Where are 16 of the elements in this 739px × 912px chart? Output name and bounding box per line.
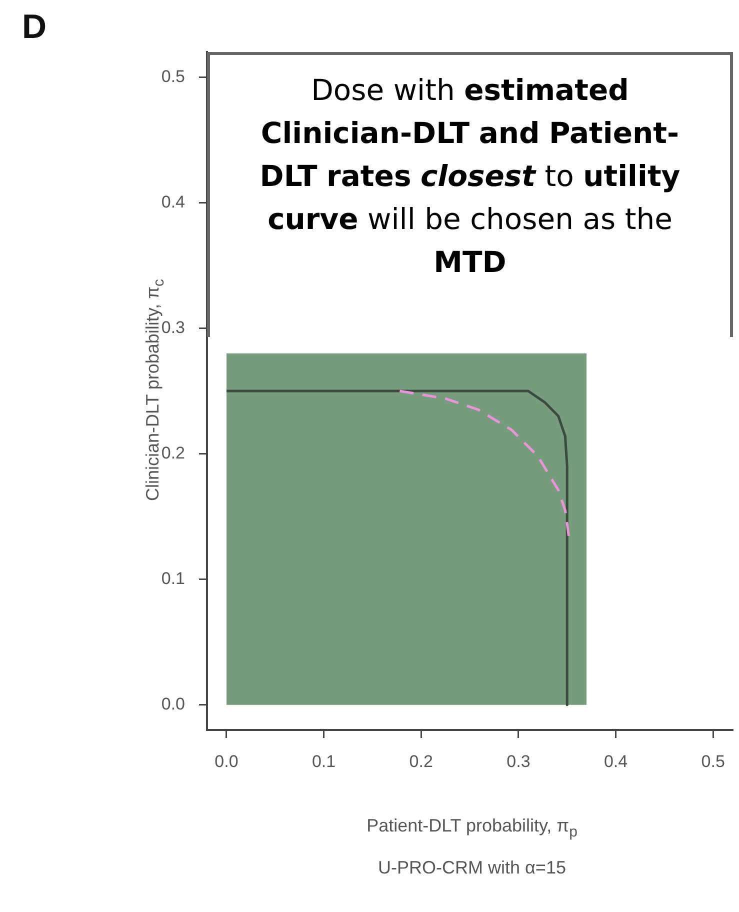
y-tick-label: 0.2 xyxy=(161,443,185,462)
x-tick-label: 0.5 xyxy=(701,752,725,771)
text-box: Dose with estimated Clinician-DLT and Patient-DLT rates closest to utility curve will be chosen as the MTD xyxy=(207,52,733,337)
x-axis-title: Patient-DLT probability, π$_{p}$ xyxy=(366,816,578,840)
y-tick-label: 0.4 xyxy=(161,192,185,212)
y-tick-label: 0.3 xyxy=(161,318,185,337)
y-tick-label: 0.1 xyxy=(161,569,185,588)
x-tick-label: 0.3 xyxy=(506,752,530,771)
text: U-PRO-CRM with α=15 xyxy=(378,858,566,878)
x-tick-label: 0.2 xyxy=(409,752,433,771)
text: D xyxy=(22,8,47,47)
x-tick-label: 0.1 xyxy=(312,752,336,771)
x-tick-label: 0.4 xyxy=(604,752,628,771)
y-tick-label: 0.5 xyxy=(161,66,185,86)
x-tick-label: 0.0 xyxy=(214,752,238,771)
y-tick-label: 0.0 xyxy=(161,694,185,714)
